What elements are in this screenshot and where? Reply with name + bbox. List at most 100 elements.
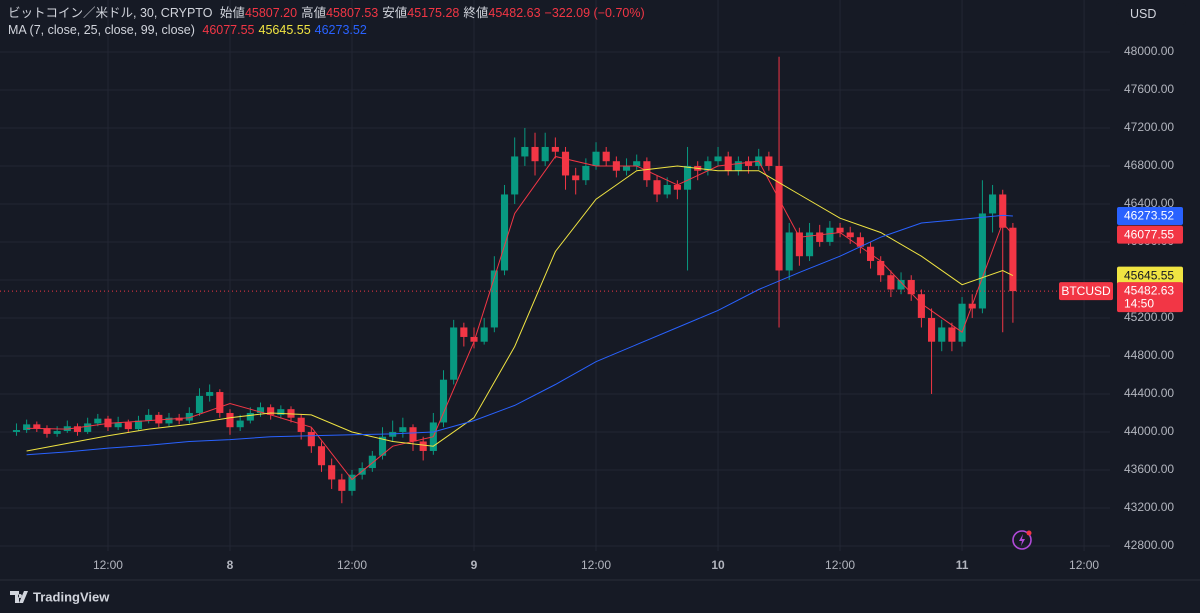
candle-body	[541, 146, 549, 162]
icon-bolt[interactable]	[1019, 534, 1025, 546]
candle-body	[572, 175, 580, 181]
candle-body	[307, 431, 315, 447]
candle-body	[94, 418, 102, 424]
notification-icon[interactable]	[1012, 530, 1032, 550]
legend: ビットコイン／米ドル, 30, CRYPTO 始値45807.20 高値45807…	[8, 5, 649, 39]
symbol-tag-label: BTCUSD	[1061, 284, 1111, 298]
candle-body	[582, 165, 590, 181]
price-tag-label: 46077.55	[1124, 227, 1174, 241]
x-tick-label: 12:00	[93, 558, 123, 572]
moving-average-line	[26, 165, 1014, 452]
ohlc-value: 45482.63	[488, 6, 541, 20]
candle-body	[114, 422, 122, 428]
ohlc-label: 終値	[463, 6, 489, 20]
candle-body	[897, 279, 905, 290]
candle-body	[195, 395, 204, 413]
candle-body	[43, 428, 51, 434]
candle-body	[521, 146, 529, 157]
candle-body	[53, 431, 61, 434]
candle-body	[206, 392, 214, 396]
candle-body	[531, 146, 539, 162]
axes: 42800.00 43200.00 43600.00 44000.00 44400.00…	[93, 44, 1174, 572]
candle-body	[145, 414, 153, 421]
ohlc-legend: ビットコイン／米ドル, 30, CRYPTO 始値45807.20 高値45807…	[8, 5, 649, 22]
candle-body	[155, 414, 163, 424]
candle-body	[989, 194, 997, 214]
x-tick-label: 12:00	[825, 558, 855, 572]
candle-body	[277, 409, 285, 415]
candle-body	[775, 165, 783, 271]
candle-body	[236, 420, 244, 428]
candle-body	[948, 327, 956, 342]
candle-body	[12, 430, 21, 432]
ma-value: 45645.55	[258, 23, 311, 37]
candle-body	[622, 165, 631, 171]
candle-body	[978, 213, 986, 309]
candle-body	[368, 455, 376, 469]
candle-body	[663, 184, 671, 195]
candle-body	[836, 227, 844, 233]
candle-body	[419, 441, 427, 451]
candle-body	[490, 270, 498, 328]
candle-body	[226, 412, 234, 428]
candle-body	[480, 327, 488, 342]
price-tag	[1117, 266, 1183, 285]
candle-body	[500, 194, 509, 271]
y-tick-label: 46800.00	[1124, 158, 1174, 172]
x-tick-label: 12:00	[337, 558, 367, 572]
candle-body	[999, 194, 1007, 228]
candle-body	[470, 336, 478, 342]
last-price-tag	[1117, 282, 1183, 313]
x-tick-label: 12:00	[581, 558, 611, 572]
candle-body	[938, 327, 946, 342]
candle-body	[744, 161, 753, 166]
candle-body	[84, 423, 92, 432]
candle-body	[592, 151, 600, 166]
candle-body	[683, 165, 692, 190]
moving-average-line	[26, 155, 1014, 481]
candle-body	[653, 180, 661, 195]
countdown-label: 14:50	[1124, 296, 1154, 310]
symbol-title: ビットコイン／米ドル, 30, CRYPTO	[8, 6, 213, 20]
candle-body	[551, 146, 559, 152]
icon-dot[interactable]	[1026, 530, 1032, 536]
candle-body	[704, 161, 712, 171]
candle-body	[73, 426, 82, 432]
candle-body	[348, 474, 356, 491]
candle-body	[846, 232, 854, 238]
candle-body	[409, 427, 417, 442]
ohlc-label: 安値	[382, 6, 408, 20]
candle-body	[399, 427, 407, 432]
candle-body	[287, 409, 295, 418]
x-tick-label: 8	[227, 558, 234, 572]
tradingview-logo: TradingView	[10, 589, 110, 604]
candle-body	[267, 407, 275, 415]
candle-body	[724, 156, 732, 171]
currency-button[interactable]: USD	[1116, 3, 1186, 25]
candle-body	[1009, 227, 1017, 292]
candle-body	[328, 465, 336, 480]
moving-average-line	[26, 214, 1013, 456]
candle-body	[633, 161, 641, 166]
candle-body	[124, 422, 132, 430]
candle-body	[175, 417, 183, 421]
ma-value: 46077.55	[202, 23, 255, 37]
price-change: −322.09 (−0.70%)	[544, 6, 645, 20]
candle-body	[856, 237, 864, 247]
candle-body	[887, 275, 895, 290]
candle-body	[297, 417, 305, 432]
candle-body	[561, 151, 570, 176]
y-tick-label: 47600.00	[1124, 82, 1174, 96]
candle-body	[134, 420, 143, 430]
y-tick-label: 48000.00	[1124, 44, 1174, 58]
candle-body	[378, 436, 387, 456]
candle-body	[958, 303, 966, 342]
icon-ring[interactable]	[1012, 530, 1032, 550]
candle-body	[256, 407, 265, 413]
x-tick-label: 12:00	[1069, 558, 1099, 572]
ohlc-label: 始値	[219, 6, 245, 20]
y-tick-label: 47200.00	[1124, 120, 1174, 134]
